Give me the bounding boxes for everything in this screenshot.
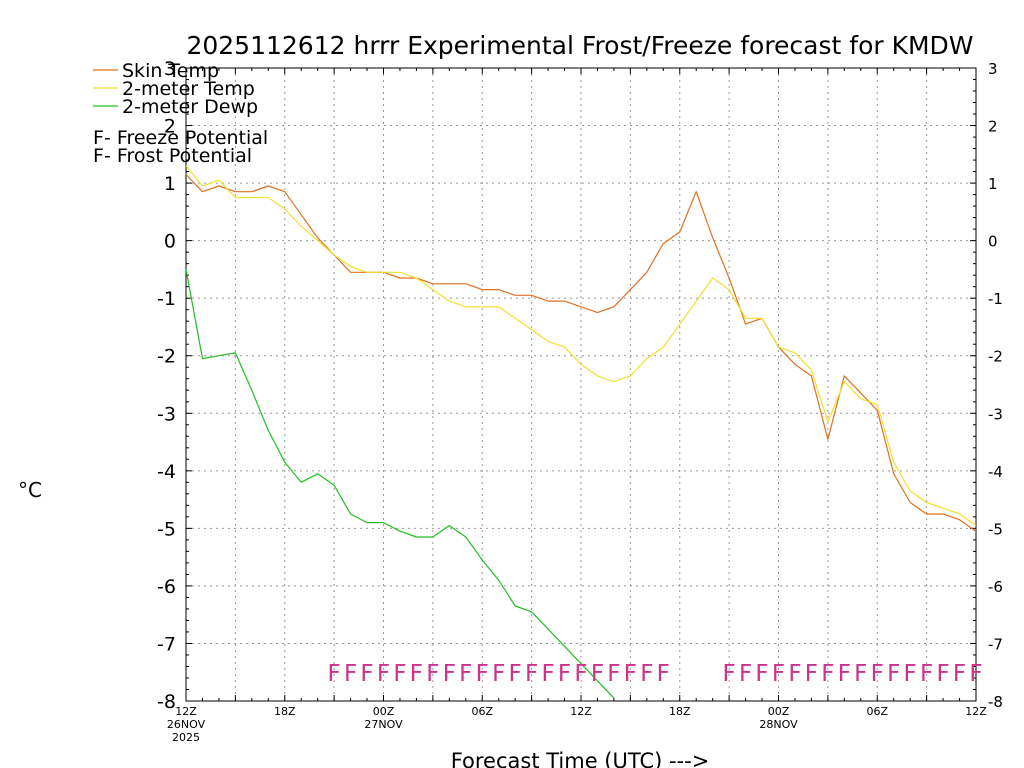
y-tick-label-right: 3: [988, 60, 998, 78]
freeze-marker: F: [591, 661, 604, 687]
freeze-marker: F: [871, 661, 884, 687]
freeze-marker: F: [344, 661, 357, 687]
y-tick-label: 0: [164, 231, 176, 253]
legend-label: Skin Temp: [122, 60, 219, 82]
y-tick-label: 2: [164, 116, 176, 138]
freeze-marker: F: [657, 661, 670, 687]
x-tick-label: 00Z: [768, 705, 790, 718]
potential-legend-mark: F: [93, 145, 104, 167]
grid-lines: [186, 68, 976, 701]
y-tick-label: -7: [157, 633, 176, 655]
freeze-marker: F: [854, 661, 867, 687]
x-tick-label: 06Z: [471, 705, 493, 718]
y-tick-label: -3: [157, 403, 176, 425]
freeze-marker: F: [953, 661, 966, 687]
freeze-marker: F: [772, 661, 785, 687]
freeze-marker: F: [393, 661, 406, 687]
y-tick-label-right: -6: [988, 578, 1003, 596]
plot-frame: [185, 67, 977, 702]
freeze-marker: F: [525, 661, 538, 687]
x-tick-label: 18Z: [274, 705, 296, 718]
freeze-marker: F: [723, 661, 736, 687]
y-tick-label-right: 2: [988, 118, 998, 136]
series-line-2-meter-dewp: [185, 269, 615, 699]
y-tick-label-right: -3: [988, 405, 1003, 423]
y-tick-label: -1: [157, 288, 176, 310]
freeze-marker: F: [492, 661, 505, 687]
y-tick-label-right: 0: [988, 233, 998, 251]
potential-legend-label: - Freeze Potential: [104, 127, 268, 149]
freeze-marker: F: [920, 661, 933, 687]
freeze-marker: F: [936, 661, 949, 687]
freeze-marker: F: [788, 661, 801, 687]
series-line-skin-temp: [185, 174, 977, 532]
freeze-marker: F: [558, 661, 571, 687]
freeze-marker: F: [904, 661, 917, 687]
series-lines: [185, 165, 977, 699]
x-axis-label: Forecast Time (UTC) --->: [451, 749, 710, 768]
y-tick-label: -4: [157, 461, 176, 483]
freeze-marker: F: [459, 661, 472, 687]
freeze-marker: F: [624, 661, 637, 687]
x-tick-label: 18Z: [669, 705, 691, 718]
freeze-marker: F: [755, 661, 768, 687]
potential-legend-mark: F: [93, 127, 104, 149]
freeze-marker: F: [328, 661, 341, 687]
freeze-marker: F: [426, 661, 439, 687]
freeze-marker: F: [887, 661, 900, 687]
freeze-marker: F: [541, 661, 554, 687]
freeze-marker: F: [607, 661, 620, 687]
chart-title: 2025112612 hrrr Experimental Frost/Freez…: [186, 31, 973, 60]
y-tick-label: -6: [157, 576, 176, 598]
y-tick-label-right: 1: [988, 175, 998, 193]
y-tick-label: -8: [157, 691, 176, 713]
x-tick-label: 26NOV: [167, 718, 206, 731]
y-axis-label: °C: [18, 478, 42, 502]
y-tick-label-right: -8: [988, 693, 1003, 711]
freeze-marker: F: [805, 661, 818, 687]
freeze-marker: F: [410, 661, 423, 687]
freeze-marker: F: [443, 661, 456, 687]
freeze-marker: F: [640, 661, 653, 687]
x-tick-label: 28NOV: [759, 718, 798, 731]
y-tick-label: 3: [164, 58, 176, 80]
freeze-marker: F: [739, 661, 752, 687]
y-tick-label: -2: [157, 346, 176, 368]
freeze-marker: F: [969, 661, 982, 687]
y-tick-label-right: -5: [988, 520, 1003, 538]
x-tick-label: 2025: [172, 731, 200, 744]
y-tick-label: 1: [164, 173, 176, 195]
legend-label: 2-meter Dewp: [122, 96, 258, 118]
x-tick-label: 06Z: [866, 705, 888, 718]
x-tick-label: 12Z: [175, 705, 197, 718]
freeze-marker: F: [838, 661, 851, 687]
x-tick-label: 12Z: [570, 705, 592, 718]
x-tick-label: 27NOV: [364, 718, 403, 731]
legend-label: 2-meter Temp: [122, 78, 255, 100]
y-tick-label-right: -4: [988, 463, 1003, 481]
freeze-marker: F: [360, 661, 373, 687]
y-tick-label-right: -1: [988, 290, 1003, 308]
freeze-marker: F: [476, 661, 489, 687]
x-tick-label: 12Z: [965, 705, 987, 718]
y-axis-left: -8 -7 -6 -5 -4 -3 -2 -1 0 1 2 3: [157, 58, 192, 713]
y-tick-label-right: -7: [988, 635, 1003, 653]
series-line-2-meter-temp: [185, 165, 977, 526]
x-tick-label: 00Z: [373, 705, 395, 718]
freeze-marker: F: [821, 661, 834, 687]
y-tick-label-right: -2: [988, 348, 1003, 366]
y-tick-label: -5: [157, 518, 176, 540]
potential-legend-label: - Frost Potential: [104, 145, 252, 167]
freeze-marker: F: [377, 661, 390, 687]
y-axis-right: -8 -7 -6 -5 -4 -3 -2 -1 0 1 2 3: [970, 60, 1003, 711]
freeze-marker: F: [509, 661, 522, 687]
freeze-marker: F: [574, 661, 587, 687]
